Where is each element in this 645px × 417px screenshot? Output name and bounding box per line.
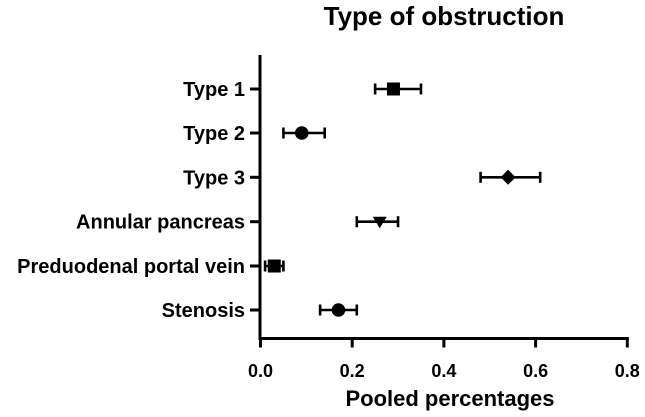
x-tick-label: 0.6 (523, 361, 548, 381)
category-label: Stenosis (162, 300, 245, 322)
marker-circle (331, 303, 346, 317)
chart-title: Type of obstruction (323, 1, 565, 31)
marker-square (386, 82, 400, 96)
marker-triangle-down (372, 216, 387, 229)
category-label: Annular pancreas (76, 212, 245, 234)
category-label: Type 3 (183, 167, 245, 189)
x-tick-label: 0.4 (431, 361, 456, 381)
category-label: Type 2 (183, 123, 245, 145)
x-axis-title: Pooled percentages (345, 386, 555, 411)
x-tick-label: 0.2 (340, 361, 365, 381)
marker-diamond (500, 169, 516, 185)
category-label: Type 1 (183, 79, 245, 101)
category-label: Preduodenal portal vein (17, 256, 245, 278)
marker-circle (294, 126, 309, 140)
marker-square (267, 259, 281, 273)
x-tick-label: 0.0 (248, 361, 273, 381)
x-tick-label: 0.8 (615, 361, 640, 381)
